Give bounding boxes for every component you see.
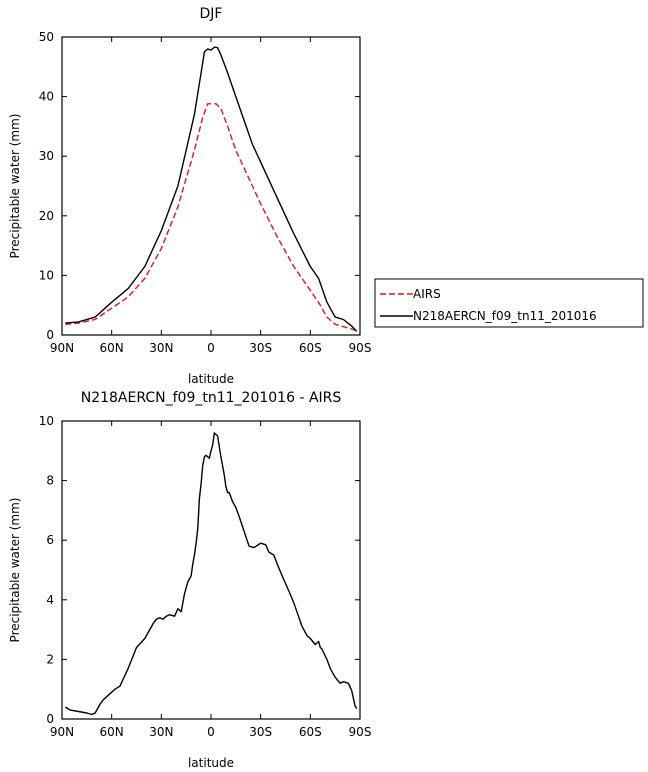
y-tick-label: 20: [39, 209, 54, 223]
y-tick-label: 10: [39, 268, 54, 282]
y-tick-label: 8: [46, 474, 54, 488]
y-tick-label: 6: [46, 533, 54, 547]
y-tick-label: 40: [39, 90, 54, 104]
y-tick-label: 30: [39, 149, 54, 163]
y-tick-label: 0: [46, 328, 54, 342]
chart-djf-ticks: 90N 60N 30N 0 30S 60S 90S 0 10 20 30 40 50: [39, 30, 372, 355]
y-tick-label: 4: [46, 593, 54, 607]
y-tick-label: 2: [46, 652, 54, 666]
chart-difference: N218AERCN_f09_tn11_201016 - AIRS latitud…: [8, 390, 371, 770]
x-tick-label: 90N: [50, 341, 74, 355]
legend-label-airs: AIRS: [413, 287, 441, 301]
y-tick-label: 50: [39, 30, 54, 44]
x-tick-label: 90S: [349, 725, 372, 739]
chart-djf-legend: AIRS N218AERCN_f09_tn11_201016: [374, 278, 644, 328]
chart-difference-series: [64, 432, 358, 716]
chart-djf-xlabel: latitude: [188, 372, 234, 386]
x-tick-label: 90N: [50, 725, 74, 739]
y-tick-label: 10: [39, 414, 54, 428]
x-tick-label: 60S: [299, 725, 322, 739]
x-tick-label: 60N: [100, 725, 124, 739]
chart-djf-series: [65, 46, 358, 332]
chart-djf-title: DJF: [200, 6, 223, 22]
series-line-1-0: [64, 432, 358, 716]
x-tick-label: 30N: [149, 341, 173, 355]
chart-difference-ylabel: Precipitable water (mm): [8, 498, 22, 643]
y-tick-label: 0: [46, 712, 54, 726]
chart-djf-ylabel: Precipitable water (mm): [8, 114, 22, 259]
chart-difference-title: N218AERCN_f09_tn11_201016 - AIRS: [81, 390, 342, 406]
series-line-0-0: [65, 103, 357, 332]
x-tick-label: 60N: [100, 341, 124, 355]
x-tick-label: 30S: [249, 341, 272, 355]
chart-difference-ticks: 90N 60N 30N 0 30S 60S 90S 0 2 4 6 8 10: [39, 414, 372, 739]
x-tick-label: 0: [207, 725, 215, 739]
chart-djf-plot-frame: [61, 36, 361, 336]
series-line-0-1: [65, 46, 358, 332]
x-tick-label: 60S: [299, 341, 322, 355]
x-tick-label: 30N: [149, 725, 173, 739]
chart-difference-xlabel: latitude: [188, 756, 234, 770]
legend-label-model: N218AERCN_f09_tn11_201016: [413, 309, 597, 323]
x-tick-label: 30S: [249, 725, 272, 739]
legend-box: [374, 278, 644, 328]
chart-difference-plot-frame: [61, 420, 361, 720]
x-tick-label: 90S: [349, 341, 372, 355]
x-tick-label: 0: [207, 341, 215, 355]
chart-djf: DJF latitude Precipitable water (mm) 90N…: [8, 6, 371, 386]
